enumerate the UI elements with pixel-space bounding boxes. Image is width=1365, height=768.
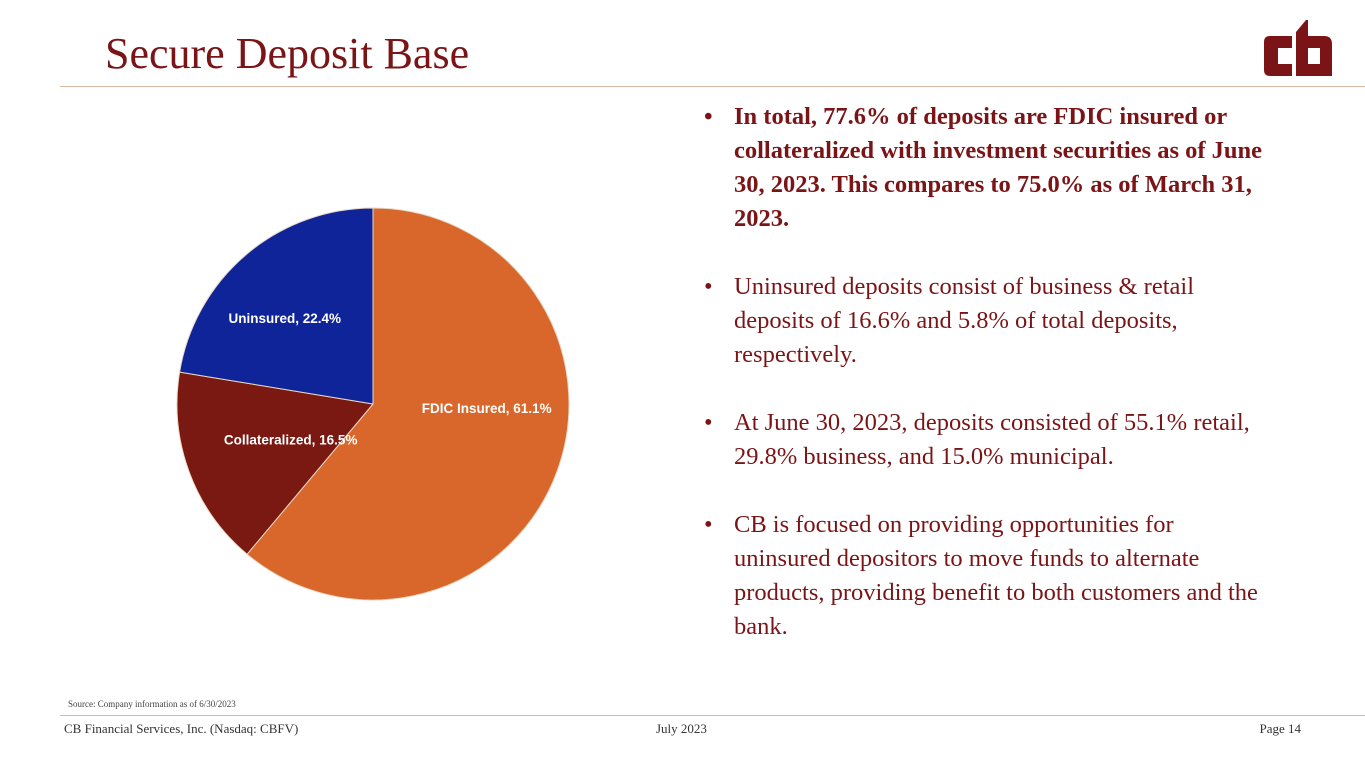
pie-slice-collateralized	[176, 371, 374, 555]
source-note: Source: Company information as of 6/30/2…	[68, 699, 236, 709]
deposit-pie-chart: FDIC Insured, 61.1% Collateralized, 16.5%…	[176, 207, 570, 601]
pie-label-fdic-insured: FDIC Insured, 61.1%	[422, 401, 552, 416]
footer-page-number: Page 14	[1259, 721, 1301, 736]
page-title: Secure Deposit Base	[105, 29, 470, 78]
bullet-item: In total, 77.6% of deposits are FDIC ins…	[704, 100, 1264, 236]
pie-label-uninsured: Uninsured, 22.4%	[229, 311, 342, 326]
bullet-item: At June 30, 2023, deposits consisted of …	[704, 406, 1264, 474]
pie-label-collateralized: Collateralized, 16.5%	[224, 432, 358, 447]
bullet-item: Uninsured deposits consist of business &…	[704, 270, 1264, 372]
logo-c-shape	[1264, 36, 1292, 76]
footer-rule	[60, 715, 1365, 716]
pie-slice-uninsured	[179, 207, 374, 405]
company-logo	[1264, 20, 1332, 76]
bullet-list: In total, 77.6% of deposits are FDIC ins…	[704, 100, 1264, 678]
bullet-item: CB is focused on providing opportunities…	[704, 508, 1264, 644]
header-rule	[60, 86, 1365, 87]
logo-b-shape	[1296, 20, 1332, 76]
footer-date: July 2023	[656, 721, 707, 736]
pie-slice-fdic-insured	[246, 207, 570, 601]
footer-company: CB Financial Services, Inc. (Nasdaq: CBF…	[64, 721, 299, 736]
